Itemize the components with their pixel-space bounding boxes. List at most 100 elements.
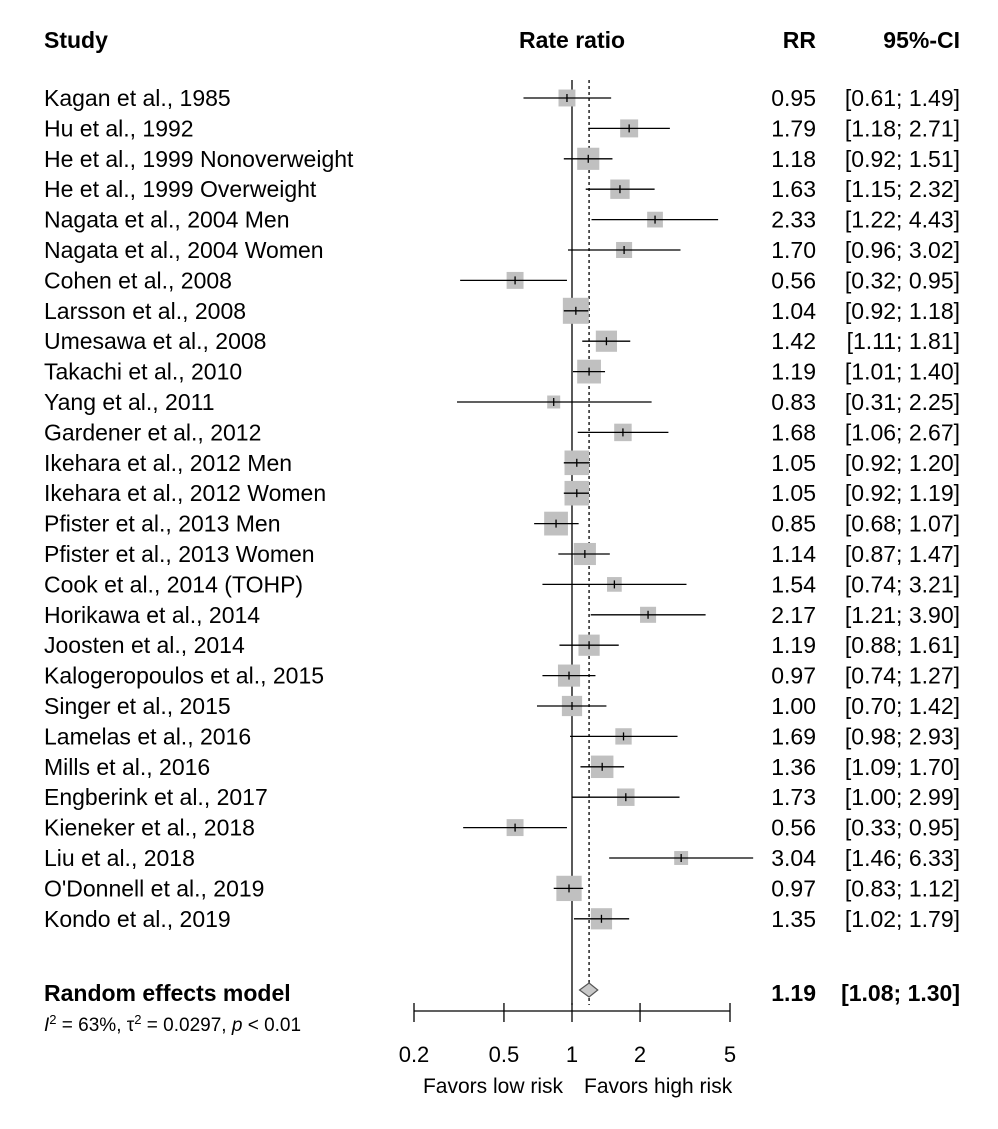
study-label: Nagata et al., 2004 Women (44, 237, 324, 263)
study-rr-value: 1.69 (771, 723, 816, 749)
study-label: Pfister et al., 2013 Women (44, 541, 315, 567)
pooled-diamond (578, 982, 599, 998)
study-label: Singer et al., 2015 (44, 693, 231, 719)
study-label: Lamelas et al., 2016 (44, 723, 251, 749)
study-ci-value: [0.87; 1.47] (845, 541, 960, 567)
study-ci-value: [0.70; 1.42] (845, 693, 960, 719)
header-rr: RR (783, 27, 817, 53)
study-label: Ikehara et al., 2012 Men (44, 450, 292, 476)
study-label: Umesawa et al., 2008 (44, 328, 266, 354)
study-rr-value: 1.36 (771, 754, 816, 780)
study-ci-value: [0.92; 1.20] (845, 450, 960, 476)
study-ci-value: [0.98; 2.93] (845, 723, 960, 749)
x-axis-ticks: 0.2 0.5 1 2 5 (399, 1003, 736, 1067)
study-ci-value: [1.46; 6.33] (845, 845, 960, 871)
study-ci-value: [1.02; 1.79] (845, 906, 960, 932)
study-label: Kieneker et al., 2018 (44, 815, 255, 841)
study-label: Cook et al., 2014 (TOHP) (44, 571, 303, 597)
study-ci-value: [0.88; 1.61] (845, 632, 960, 658)
study-ci-value: [0.61; 1.49] (845, 85, 960, 111)
study-ci-value: [1.09; 1.70] (845, 754, 960, 780)
study-rr-value: 0.56 (771, 267, 816, 293)
study-rr-value: 1.14 (771, 541, 816, 567)
study-rr-value: 3.04 (771, 845, 816, 871)
study-ci-value: [0.32; 0.95] (845, 267, 960, 293)
i2-value: = 63%, (57, 1015, 127, 1036)
study-rr-value: 1.63 (771, 176, 816, 202)
study-rr-value: 0.85 (771, 511, 816, 537)
study-ci-value: [0.33; 0.95] (845, 815, 960, 841)
study-rr-value: 2.33 (771, 207, 816, 233)
study-label: Kondo et al., 2019 (44, 906, 231, 932)
study-ci-value: [1.01; 1.40] (845, 359, 960, 385)
study-ci-value: [0.92; 1.19] (845, 480, 960, 506)
study-label: Ikehara et al., 2012 Women (44, 480, 326, 506)
study-label: Pfister et al., 2013 Men (44, 511, 281, 537)
study-label: Liu et al., 2018 (44, 845, 195, 871)
study-label: Cohen et al., 2008 (44, 267, 232, 293)
study-ci-value: [0.92; 1.18] (845, 298, 960, 324)
tau-value: = 0.0297, (142, 1015, 232, 1036)
header-measure: Rate ratio (519, 27, 625, 53)
heterogeneity-stats: I2 = 63%, τ2 = 0.0297, p < 0.01 (44, 1012, 301, 1037)
i2-sup: 2 (49, 1012, 56, 1027)
study-rr-value: 0.97 (771, 875, 816, 901)
study-ci-value: [1.00; 2.99] (845, 784, 960, 810)
study-label: Joosten et al., 2014 (44, 632, 245, 658)
header-ci: 95%-CI (883, 27, 960, 53)
x-tick-label: 1 (566, 1042, 578, 1067)
study-label: Horikawa et al., 2014 (44, 602, 260, 628)
study-rr-value: 1.35 (771, 906, 816, 932)
study-rr-value: 2.17 (771, 602, 816, 628)
study-label: Hu et al., 1992 (44, 115, 194, 141)
study-ci-value: [0.83; 1.12] (845, 875, 960, 901)
i2-symbol: I (44, 1015, 50, 1036)
study-rr-value: 1.42 (771, 328, 816, 354)
study-rr-value: 0.95 (771, 85, 816, 111)
study-rr-value: 0.97 (771, 663, 816, 689)
tau-sup: 2 (134, 1012, 141, 1027)
study-label: He et al., 1999 Overweight (44, 176, 317, 202)
study-label: Kagan et al., 1985 (44, 85, 231, 111)
study-label: Larsson et al., 2008 (44, 298, 246, 324)
study-ci-value: [1.11; 1.81] (847, 328, 960, 354)
study-rr-value: 1.19 (771, 359, 816, 385)
study-ci-value: [0.92; 1.51] (845, 146, 960, 172)
study-label: Nagata et al., 2004 Men (44, 207, 290, 233)
study-label: Engberink et al., 2017 (44, 784, 268, 810)
favors-right-label: Favors high risk (584, 1075, 733, 1098)
favors-left-label: Favors low risk (423, 1075, 564, 1098)
study-label: Yang et al., 2011 (44, 389, 215, 415)
study-rr-value: 1.05 (771, 480, 816, 506)
study-rr-value: 1.04 (771, 298, 816, 324)
p-symbol: p (231, 1015, 243, 1036)
study-rows: Kagan et al., 1985 0.95 [0.61; 1.49] Hu et … (44, 85, 960, 932)
study-rr-value: 1.54 (771, 571, 816, 597)
tau-symbol: τ (127, 1015, 135, 1036)
x-tick-label: 0.2 (399, 1042, 430, 1067)
x-tick-label: 2 (634, 1042, 646, 1067)
study-label: Takachi et al., 2010 (44, 359, 242, 385)
study-ci-value: [0.74; 1.27] (845, 663, 960, 689)
pooled-rr: 1.19 (771, 980, 816, 1006)
study-ci-value: [1.22; 4.43] (845, 207, 960, 233)
study-rr-value: 1.73 (771, 784, 816, 810)
study-rr-value: 1.68 (771, 419, 816, 445)
study-ci-value: [1.06; 2.67] (845, 419, 960, 445)
study-ci-value: [0.31; 2.25] (845, 389, 960, 415)
p-value: < 0.01 (242, 1015, 301, 1036)
study-label: Mills et al., 2016 (44, 754, 210, 780)
study-rr-value: 1.19 (771, 632, 816, 658)
study-rr-value: 1.79 (771, 115, 816, 141)
study-ci-value: [1.15; 2.32] (845, 176, 960, 202)
study-ci-value: [0.74; 3.21] (845, 571, 960, 597)
study-rr-value: 0.83 (771, 389, 816, 415)
study-label: Kalogeropoulos et al., 2015 (44, 663, 324, 689)
x-tick-label: 0.5 (489, 1042, 520, 1067)
study-label: Gardener et al., 2012 (44, 419, 261, 445)
study-label: O'Donnell et al., 2019 (44, 875, 264, 901)
study-ci-value: [0.96; 3.02] (845, 237, 960, 263)
study-rr-value: 0.56 (771, 815, 816, 841)
study-rr-value: 1.05 (771, 450, 816, 476)
